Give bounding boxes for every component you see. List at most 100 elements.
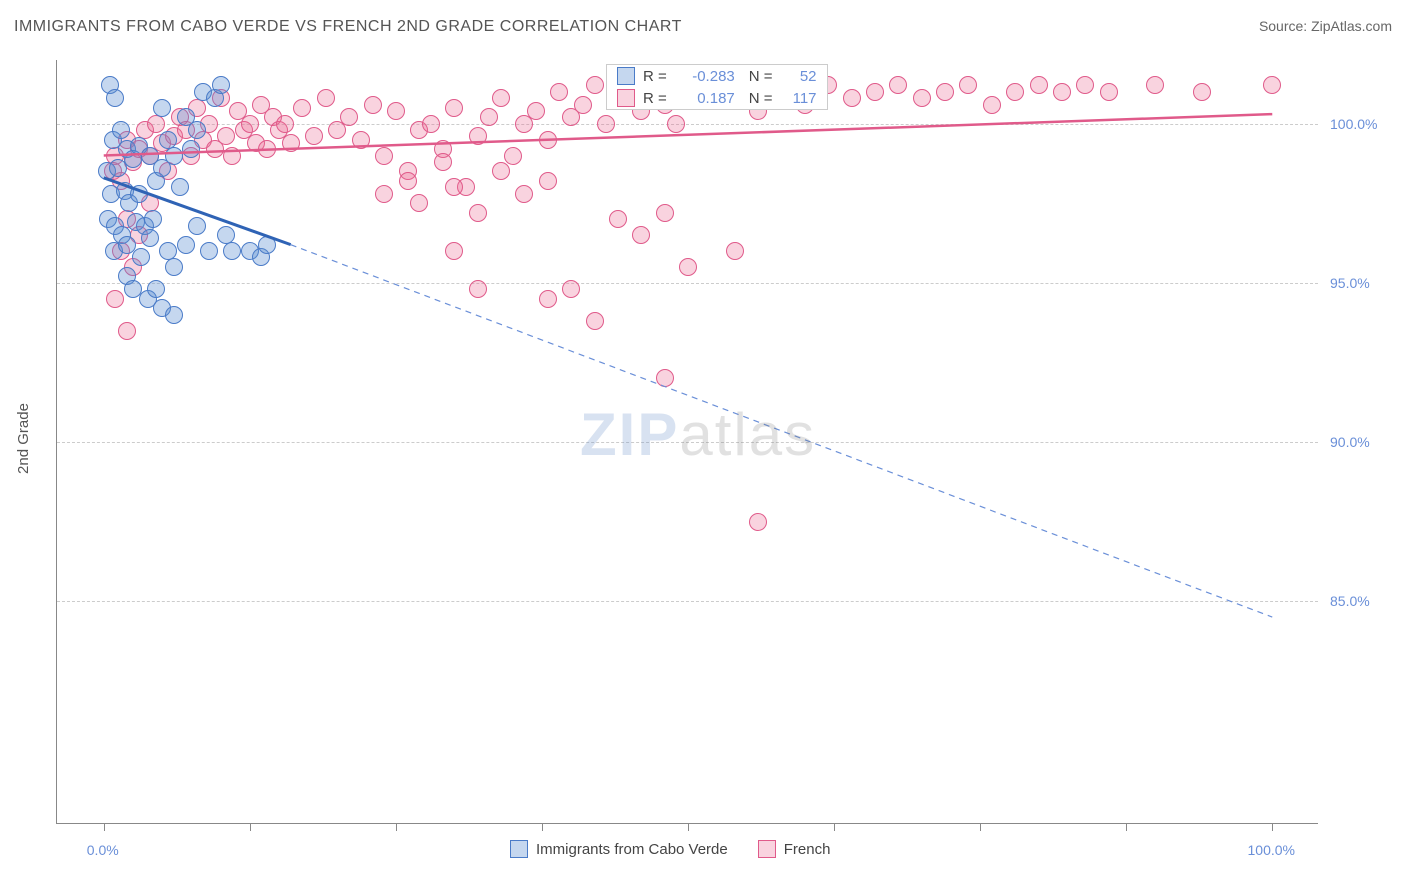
data-point-pink [539,290,557,308]
x-tick [542,823,543,831]
data-point-blue [153,159,171,177]
data-point-blue [188,217,206,235]
data-point-blue [165,306,183,324]
x-tick [396,823,397,831]
data-point-pink [586,312,604,330]
data-point-pink [1006,83,1024,101]
data-point-blue [182,140,200,158]
data-point-pink [340,108,358,126]
data-point-pink [656,204,674,222]
data-point-pink [434,153,452,171]
data-point-pink [410,194,428,212]
r-value-blue: -0.283 [675,68,735,85]
data-point-blue [188,121,206,139]
legend-row-blue: R = -0.283 N = 52 [607,65,827,87]
data-point-pink [469,204,487,222]
swatch-pink [617,89,635,107]
data-point-pink [959,76,977,94]
data-point-pink [217,127,235,145]
x-tick [250,823,251,831]
data-point-pink [492,89,510,107]
data-point-pink [364,96,382,114]
data-point-pink [936,83,954,101]
data-point-pink [1193,83,1211,101]
data-point-pink [515,185,533,203]
data-point-pink [586,76,604,94]
data-point-pink [445,99,463,117]
data-point-blue [112,121,130,139]
data-point-pink [352,131,370,149]
data-point-pink [539,172,557,190]
data-point-pink [679,258,697,276]
data-point-pink [480,108,498,126]
data-point-pink [656,369,674,387]
data-point-pink [375,147,393,165]
data-point-blue [258,236,276,254]
data-point-blue [212,76,230,94]
data-point-pink [866,83,884,101]
data-point-pink [276,115,294,133]
y-tick-label: 85.0% [1330,593,1370,609]
data-point-blue [223,242,241,260]
n-value-blue: 52 [781,68,817,85]
data-point-blue [177,236,195,254]
n-label: N = [749,68,773,85]
data-point-pink [387,102,405,120]
data-point-pink [399,172,417,190]
series-legend: Immigrants from Cabo Verde French [510,840,830,858]
legend-row-pink: R = 0.187 N = 117 [607,87,827,109]
correlation-legend: R = -0.283 N = 52 R = 0.187 N = 117 [606,64,828,110]
data-point-pink [445,242,463,260]
source-link[interactable]: ZipAtlas.com [1311,18,1392,34]
data-point-pink [375,185,393,203]
data-point-blue [147,280,165,298]
legend-item-blue: Immigrants from Cabo Verde [510,840,728,858]
gridline [57,442,1318,443]
data-point-pink [983,96,1001,114]
data-point-pink [1076,76,1094,94]
x-tick-label: 100.0% [1248,842,1295,858]
data-point-blue [144,210,162,228]
data-point-pink [667,115,685,133]
source-attribution: Source: ZipAtlas.com [1259,18,1392,34]
legend-item-pink: French [758,840,831,858]
swatch-blue [617,67,635,85]
gridline [57,601,1318,602]
data-point-pink [106,290,124,308]
data-point-pink [282,134,300,152]
x-tick [1126,823,1127,831]
x-tick-label: 0.0% [87,842,119,858]
data-point-pink [1053,83,1071,101]
data-point-pink [562,280,580,298]
data-point-pink [1100,83,1118,101]
r-label: R = [643,68,667,85]
n-label: N = [749,90,773,107]
data-point-pink [293,99,311,117]
data-point-pink [843,89,861,107]
gridline [57,283,1318,284]
data-point-pink [118,322,136,340]
data-point-pink [1146,76,1164,94]
legend-label-pink: French [784,841,831,858]
chart-title: IMMIGRANTS FROM CABO VERDE VS FRENCH 2ND… [14,18,682,36]
data-point-blue [132,248,150,266]
legend-label-blue: Immigrants from Cabo Verde [536,841,728,858]
data-point-pink [609,210,627,228]
data-point-pink [469,127,487,145]
data-point-pink [726,242,744,260]
data-point-blue [130,185,148,203]
swatch-pink [758,840,776,858]
data-point-pink [422,115,440,133]
data-point-pink [469,280,487,298]
data-point-pink [504,147,522,165]
swatch-blue [510,840,528,858]
data-point-pink [223,147,241,165]
x-tick [688,823,689,831]
x-tick [980,823,981,831]
x-tick [834,823,835,831]
plot-area [56,60,1318,824]
data-point-pink [445,178,463,196]
source-prefix: Source: [1259,18,1311,34]
r-value-pink: 0.187 [675,90,735,107]
x-tick [104,823,105,831]
